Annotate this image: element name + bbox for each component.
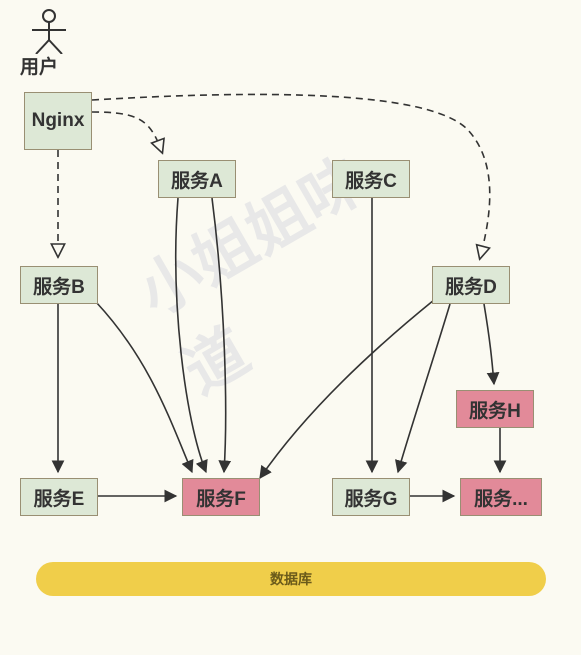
node-svcA: 服务A xyxy=(158,160,236,198)
node-svcG: 服务G xyxy=(332,478,410,516)
edge-a-f1 xyxy=(176,198,206,472)
edge-a-f2 xyxy=(212,198,226,472)
database-node: 数据库 xyxy=(36,562,546,596)
node-svcC: 服务C xyxy=(332,160,410,198)
node-svcD: 服务D xyxy=(432,266,510,304)
node-svcF: 服务F xyxy=(182,478,260,516)
node-svcH: 服务H xyxy=(456,390,534,428)
edge-d-g xyxy=(398,304,450,472)
node-svcE: 服务E xyxy=(20,478,98,516)
node-svcB: 服务B xyxy=(20,266,98,304)
user-actor-label: 用户 xyxy=(20,52,58,79)
watermark-text: 小姐姐味道 xyxy=(119,109,461,410)
edge-nginx-d xyxy=(92,94,490,258)
database-label: 数据库 xyxy=(270,569,312,589)
edge-d-h xyxy=(484,304,494,384)
edge-d-f xyxy=(260,300,434,478)
diagram-canvas: 小姐姐味道 用户 Nginx 服务A 服务C 服务B 服务D 服务H 服务E 服务F 服务G 服务… xyxy=(0,0,581,655)
node-svcI: 服务... xyxy=(460,478,542,516)
node-nginx: Nginx xyxy=(24,92,92,150)
edge-nginx-a xyxy=(92,112,162,152)
edge-b-f xyxy=(96,302,192,472)
